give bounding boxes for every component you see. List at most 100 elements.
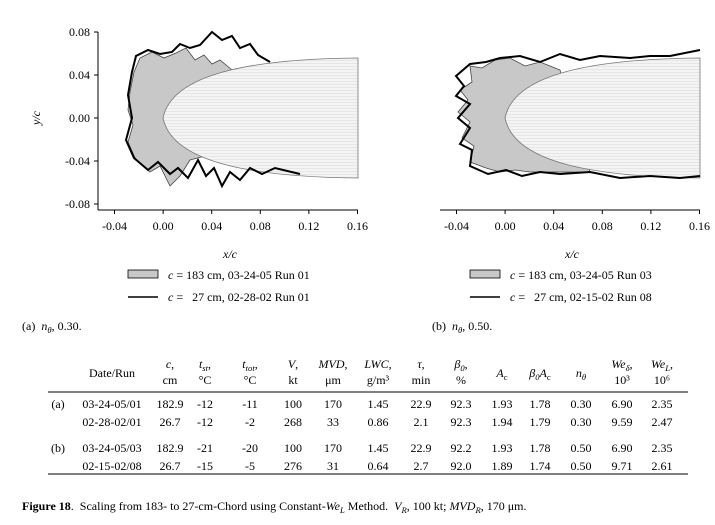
panel-caption: (a) nθ, 0.30. xyxy=(22,319,82,335)
legend-entry-part: c xyxy=(510,268,516,282)
y-tick-label: 0.08 xyxy=(69,25,90,39)
x-tick-label: 0.08 xyxy=(592,219,613,233)
column-header: ttot, xyxy=(242,357,257,373)
column-header-part: L xyxy=(664,363,670,373)
y-axis-label: y/c xyxy=(29,110,43,126)
column-header-part: , xyxy=(422,357,425,371)
legend-entry: c = 27 cm, 02-28-02 Run 01 xyxy=(168,290,310,304)
table-cell: 100 xyxy=(284,441,302,455)
table-cell: 0.50 xyxy=(571,459,592,473)
x-tick-label: 0.16 xyxy=(689,219,710,233)
column-header-part: , xyxy=(670,357,673,371)
figure-caption-part: , 100 kt; xyxy=(407,499,450,513)
column-header: MVD, xyxy=(318,357,348,371)
figure-caption-part: L xyxy=(339,505,345,515)
table-cell: 1.79 xyxy=(530,415,551,429)
table-cell: 02-15-02/08 xyxy=(82,459,141,473)
column-header-part: n xyxy=(576,366,582,380)
table-cell: -12 xyxy=(197,397,213,411)
column-header-part: δ xyxy=(626,363,631,373)
legend-entry-part: = 27 cm, 02-28-02 Run 01 xyxy=(173,290,309,304)
column-header: β0, xyxy=(453,357,467,373)
group-label: (b) xyxy=(51,441,65,455)
column-unit: % xyxy=(456,373,466,387)
column-unit: cm xyxy=(163,373,178,387)
column-header-part: V xyxy=(288,357,297,371)
column-header-part: t xyxy=(242,357,246,371)
table-cell: 33 xyxy=(327,415,339,429)
x-tick-label: 0.08 xyxy=(250,219,271,233)
table-cell: 92.0 xyxy=(451,459,472,473)
x-axis-label: x/c xyxy=(222,247,238,261)
table-cell: 02-28-02/01 xyxy=(82,415,141,429)
table-cell: -5 xyxy=(245,459,255,473)
y-tick-label: -0.04 xyxy=(65,154,90,168)
panel-caption-part: , 0.30. xyxy=(52,319,82,333)
column-header: c, xyxy=(166,357,174,371)
panel-caption-part: , 0.50. xyxy=(462,319,492,333)
table-cell: 2.61 xyxy=(652,459,673,473)
table-cell: 2.47 xyxy=(652,415,673,429)
table-cell: -21 xyxy=(197,441,213,455)
column-header-part: , xyxy=(295,357,298,371)
table-cell: 26.7 xyxy=(160,459,181,473)
figure-caption-part: MVD xyxy=(448,499,475,513)
table-cell: 1.94 xyxy=(492,415,513,429)
legend-swatch xyxy=(469,269,501,279)
table-cell: 276 xyxy=(284,459,302,473)
column-unit: μm xyxy=(325,373,341,387)
table-cell: 0.30 xyxy=(571,397,592,411)
column-header-part: A xyxy=(495,366,504,380)
column-header-part: , xyxy=(171,357,174,371)
table-cell: 6.90 xyxy=(612,397,633,411)
column-header-part: , xyxy=(465,357,468,371)
legend-entry-part: = 183 cm, 03-24-05 Run 03 xyxy=(515,268,651,282)
column-unit: kt xyxy=(288,373,298,387)
column-header: tst, xyxy=(199,357,211,373)
panel-a-shapes xyxy=(97,30,359,211)
table-cell: 1.45 xyxy=(368,397,389,411)
figure-caption-part: R xyxy=(474,505,481,515)
table-cell: 1.74 xyxy=(530,459,551,473)
table-cell: 0.50 xyxy=(571,441,592,455)
figure-caption-part: Method. xyxy=(345,499,394,513)
legend-swatch xyxy=(127,269,159,279)
column-unit: °C xyxy=(199,373,212,387)
ice-shape-small xyxy=(124,30,301,189)
column-header-part: , xyxy=(255,357,258,371)
panel-caption-part: θ xyxy=(458,325,463,335)
table-cell: 2.35 xyxy=(652,441,673,455)
table-cell: 03-24-05/03 xyxy=(82,441,141,455)
table-cell: -15 xyxy=(197,459,213,473)
x-tick-label: 0.00 xyxy=(495,219,516,233)
panel-caption-part: n xyxy=(41,319,47,333)
airfoil xyxy=(162,57,359,179)
figure-caption-part: , 170 μm. xyxy=(481,499,527,513)
panel-b-shapes xyxy=(440,49,701,211)
x-tick-label: -0.04 xyxy=(444,219,469,233)
ice-shape-small xyxy=(454,49,701,180)
figure-caption-part: V xyxy=(394,499,403,513)
table-cell: 170 xyxy=(324,441,342,455)
table-cell: 170 xyxy=(324,397,342,411)
table-cell: 9.59 xyxy=(612,415,633,429)
column-header-part: c xyxy=(547,372,551,382)
panel-caption-part: (a) xyxy=(22,319,41,333)
table-cell: 31 xyxy=(327,459,339,473)
table-cell: 2.7 xyxy=(414,459,429,473)
panel-caption-part: n xyxy=(452,319,458,333)
y-tick-label: 0.04 xyxy=(69,68,90,82)
column-header-part: , xyxy=(208,357,211,371)
legend-entry: c = 183 cm, 03-24-05 Run 01 xyxy=(168,268,310,282)
figure-caption: Figure 18. Scaling from 183- to 27-cm-Ch… xyxy=(22,499,527,515)
column-header-part: c xyxy=(504,372,508,382)
y-tick-label: 0.00 xyxy=(69,111,90,125)
panel-caption: (b) nθ, 0.50. xyxy=(432,319,492,335)
legend-entry: c = 183 cm, 03-24-05 Run 03 xyxy=(510,268,652,282)
airfoil xyxy=(504,57,701,179)
column-header-part: 0 xyxy=(460,363,465,373)
table-cell: 1.78 xyxy=(530,441,551,455)
y-tick-label: -0.08 xyxy=(65,197,90,211)
table-cell: 268 xyxy=(284,415,302,429)
x-tick-label: 0.00 xyxy=(153,219,174,233)
